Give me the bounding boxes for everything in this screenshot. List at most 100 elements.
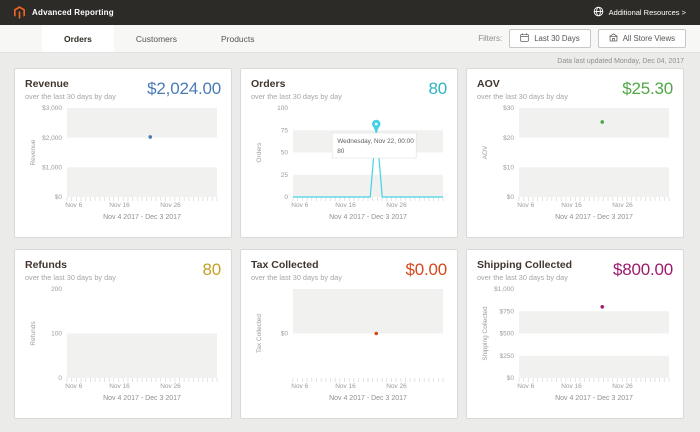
card-subtitle: over the last 30 days by day [251,273,342,282]
svg-text:$0: $0 [507,375,515,382]
svg-text:Wednesday, Nov 22, 00:00: Wednesday, Nov 22, 00:00 [337,138,414,145]
store-views-label: All Store Views [622,34,675,43]
svg-text:$0: $0 [55,194,63,201]
tax-collected-chart: $0 Tax Collected Nov 6 Nov 16 Nov 26 Nov 4 20… [251,285,447,412]
chart-svg: $30 $20 $10 $0 AOV Nov 6 Nov 16 Nov 26 Nov 4 201… [482,105,670,221]
card-title: Orders [251,78,286,90]
svg-text:$30: $30 [503,105,514,112]
card-value: $800.00 [612,260,673,279]
card-shipping-collected: Shipping Collected over the last 30 days… [466,249,684,419]
svg-text:Tax Collected: Tax Collected [256,314,263,353]
store-icon [609,33,618,44]
svg-text:$1,000: $1,000 [494,286,514,293]
svg-text:$20: $20 [503,135,514,142]
card-value: 80 [428,79,447,98]
svg-text:Nov 16: Nov 16 [335,383,356,390]
svg-text:Nov 26: Nov 26 [386,383,407,390]
svg-text:Nov 16: Nov 16 [561,383,582,390]
card-header: AOV over the last 30 days by day $25.30 [477,78,673,101]
svg-text:$10: $10 [503,165,514,172]
chart-svg: $1,000 $750 $500 $250 $0 Shipping Collected No… [482,286,670,402]
svg-text:Nov 26: Nov 26 [612,202,633,209]
additional-resources-label: Additional Resources > [608,8,686,17]
app-title: Advanced Reporting [32,8,114,17]
svg-text:Nov 4 2017 - Dec 3 2017: Nov 4 2017 - Dec 3 2017 [555,214,633,221]
card-subtitle: over the last 30 days by day [251,92,342,101]
svg-text:Nov 4 2017 - Dec 3 2017: Nov 4 2017 - Dec 3 2017 [329,214,407,221]
svg-text:$0: $0 [507,194,515,201]
card-header: Refunds over the last 30 days by day 80 [25,259,221,282]
card-value: $2,024.00 [147,79,221,98]
svg-text:Nov 6: Nov 6 [65,202,82,209]
svg-text:Nov 6: Nov 6 [517,383,534,390]
nav-tab-bar: Orders Customers Products Filters: Last … [0,25,700,53]
svg-text:Nov 16: Nov 16 [109,383,130,390]
date-range-filter-button[interactable]: Last 30 Days [509,29,591,48]
card-title: Shipping Collected [477,259,573,271]
shipping-collected-chart: $1,000 $750 $500 $250 $0 Shipping Collected No… [477,285,673,412]
svg-text:Orders: Orders [256,142,263,163]
store-views-filter-button[interactable]: All Store Views [597,29,686,48]
card-value: $0.00 [405,260,447,279]
card-subtitle: over the last 30 days by day [25,92,116,101]
svg-text:Shipping Collected: Shipping Collected [482,306,489,361]
svg-text:Nov 16: Nov 16 [561,202,582,209]
svg-text:AOV: AOV [482,145,489,159]
svg-text:50: 50 [281,150,289,157]
globe-icon [593,6,604,19]
svg-text:$750: $750 [500,308,515,315]
card-subtitle: over the last 30 days by day [25,273,116,282]
tab-customers[interactable]: Customers [135,33,177,44]
svg-text:Nov 26: Nov 26 [160,383,181,390]
additional-resources-link[interactable]: Additional Resources > [593,6,686,19]
svg-text:Nov 26: Nov 26 [160,202,181,209]
filters-group: Filters: Last 30 Days All Store [478,25,700,52]
card-title: Refunds [25,259,67,271]
svg-text:75: 75 [281,127,289,134]
last-updated-text: Data last updated Monday, Dec 04, 2017 [557,58,684,65]
orders-chart: 100 75 50 25 0 Orders Nov 6 Nov 16 Nov 26 Nov 4 2… [251,104,447,231]
svg-text:Nov 4 2017 - Dec 3 2017: Nov 4 2017 - Dec 3 2017 [103,214,181,221]
svg-text:Nov 6: Nov 6 [65,383,82,390]
filters-label: Filters: [478,34,503,43]
svg-text:100: 100 [277,105,288,112]
card-orders: Orders over the last 30 days by day 80 1… [240,68,458,238]
cards-grid: Revenue over the last 30 days by day $2,… [14,68,686,419]
svg-text:80: 80 [337,148,345,155]
card-aov: AOV over the last 30 days by day $25.30 … [466,68,684,238]
tab-orders[interactable]: Orders [42,25,114,52]
date-range-label: Last 30 Days [534,34,580,43]
card-value: 80 [202,260,221,279]
topbar: Advanced Reporting Additional Resources … [0,0,700,25]
card-title: Revenue [25,78,69,90]
svg-text:Refunds: Refunds [30,321,37,346]
svg-text:0: 0 [58,375,62,382]
svg-text:200: 200 [51,286,62,293]
svg-text:$0: $0 [281,331,289,338]
magento-logo-icon [14,6,25,19]
svg-text:0: 0 [284,194,288,201]
refunds-chart: 200 100 0 Refunds Nov 6 Nov 16 Nov 26 Nov 4 201… [25,285,221,412]
chart-svg: $0 Tax Collected Nov 6 Nov 16 Nov 26 Nov 4 20… [256,289,444,402]
calendar-icon [520,33,529,44]
svg-text:$2,000: $2,000 [42,135,62,142]
svg-text:$1,000: $1,000 [42,165,62,172]
card-value: $25.30 [622,79,673,98]
svg-text:Nov 16: Nov 16 [109,202,130,209]
tabs: Orders Customers Products [42,25,277,52]
card-title: Tax Collected [251,259,319,271]
card-tax-collected: Tax Collected over the last 30 days by d… [240,249,458,419]
svg-text:$500: $500 [500,331,515,338]
card-title: AOV [477,78,500,90]
card-header: Tax Collected over the last 30 days by d… [251,259,447,282]
card-subtitle: over the last 30 days by day [477,273,568,282]
tab-products[interactable]: Products [220,33,255,44]
svg-text:Revenue: Revenue [30,139,37,165]
svg-text:$250: $250 [500,353,515,360]
chart-svg: 200 100 0 Refunds Nov 6 Nov 16 Nov 26 Nov 4 201… [30,286,218,402]
card-header: Orders over the last 30 days by day 80 [251,78,447,101]
svg-text:Nov 4 2017 - Dec 3 2017: Nov 4 2017 - Dec 3 2017 [103,395,181,402]
card-header: Revenue over the last 30 days by day $2,… [25,78,221,101]
card-refunds: Refunds over the last 30 days by day 80 … [14,249,232,419]
svg-text:25: 25 [281,172,289,179]
